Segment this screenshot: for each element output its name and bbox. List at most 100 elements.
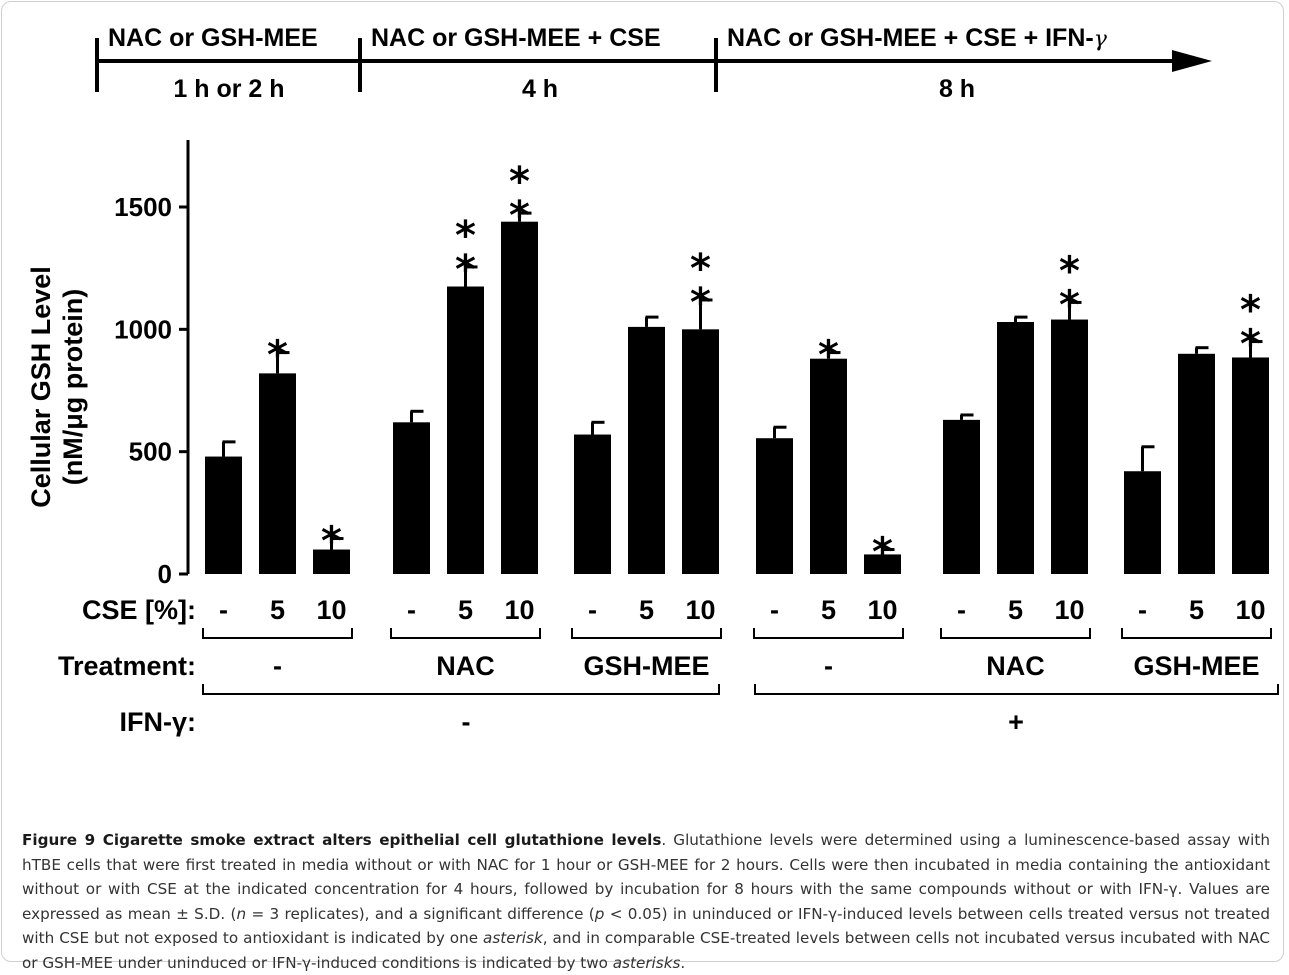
cse-label: 5 xyxy=(639,595,654,625)
bar xyxy=(574,434,611,574)
significance-asterisk: * xyxy=(1059,248,1080,294)
cse-group-bracket xyxy=(1121,628,1272,639)
bar xyxy=(682,329,719,574)
caption-text-1: . Glutathione levels were determined usi… xyxy=(22,831,1270,923)
cse-label: 10 xyxy=(504,595,534,625)
figure-caption: Figure 9 Cigarette smoke extract alters … xyxy=(22,828,1270,975)
ifn-label: + xyxy=(1008,707,1024,737)
treatment-label: GSH-MEE xyxy=(583,651,709,681)
cse-label: - xyxy=(588,595,597,625)
phase-1-label: NAC or GSH-MEE xyxy=(108,24,318,52)
significance-asterisk: * xyxy=(455,213,476,259)
bar xyxy=(447,286,484,574)
treatment-label: NAC xyxy=(436,651,495,681)
bar xyxy=(259,373,296,574)
phase-2-label: NAC or GSH-MEE + CSE xyxy=(371,24,661,52)
bar xyxy=(501,221,538,574)
treatment-label: NAC xyxy=(986,651,1045,681)
treatment-label: - xyxy=(273,651,282,681)
y-axis: 0 500 1000 1500 xyxy=(114,140,190,589)
y-axis-label: Cellular GSH Level (nM/μg protein) xyxy=(26,266,88,508)
cse-group-bracket xyxy=(390,628,541,639)
cse-label: 10 xyxy=(1235,595,1265,625)
phase-3-label-greek: γ xyxy=(1094,27,1108,52)
significance-asterisk: * xyxy=(509,193,530,239)
bar xyxy=(393,422,430,574)
ifn-group-bracket xyxy=(754,684,1279,695)
bar xyxy=(1051,319,1088,574)
significance-asterisk: * xyxy=(872,530,893,576)
cse-label: - xyxy=(957,595,966,625)
cse-group-bracket xyxy=(202,628,353,639)
significance-asterisk: * xyxy=(818,333,839,379)
phase-3-label-main: NAC or GSH-MEE + CSE + IFN- xyxy=(727,24,1094,52)
caption-text-5: . xyxy=(680,953,686,972)
y-tick-label: 0 xyxy=(158,559,172,589)
phase-1-duration: 1 h or 2 h xyxy=(173,75,284,103)
bar xyxy=(1178,353,1215,574)
bar xyxy=(997,321,1034,574)
significance-asterisk: * xyxy=(509,159,530,205)
cse-label: - xyxy=(407,595,416,625)
chart-svg: NAC or GSH-MEE NAC or GSH-MEE + CSE NAC … xyxy=(26,24,1279,737)
phase-3-duration: 8 h xyxy=(939,75,975,103)
caption-n: n xyxy=(236,904,247,923)
y-tick-label: 1000 xyxy=(114,314,172,344)
cse-label: - xyxy=(1138,595,1147,625)
treatment-label: GSH-MEE xyxy=(1133,651,1259,681)
cse-group-bracket xyxy=(753,628,904,639)
y-tick-label: 500 xyxy=(129,437,172,467)
cse-row-label: CSE [%]: xyxy=(82,595,196,625)
bar xyxy=(628,326,665,574)
cse-label: - xyxy=(219,595,228,625)
caption-title: Figure 9 Cigarette smoke extract alters … xyxy=(22,831,662,849)
cse-label: 5 xyxy=(1008,595,1023,625)
caption-text-2: = 3 replicates), and a significant diffe… xyxy=(246,904,595,923)
cse-group-bracket xyxy=(940,628,1091,639)
significance-asterisk: * xyxy=(690,280,711,326)
significance-asterisk: * xyxy=(1059,282,1080,328)
caption-text-3: < 0.05) in uninduced or IFN-γ-induced le… xyxy=(22,904,1270,948)
y-axis-label-line1: Cellular GSH Level xyxy=(26,266,56,508)
bar xyxy=(205,456,242,574)
bar xyxy=(313,549,350,574)
ifn-group-bracket xyxy=(202,684,720,695)
bar xyxy=(756,438,793,574)
phase-3-label: NAC or GSH-MEE + CSE + IFN-γ xyxy=(727,24,1108,52)
cse-label: 5 xyxy=(458,595,473,625)
caption-p: p xyxy=(594,904,605,923)
bar xyxy=(943,419,980,574)
ifn-label: - xyxy=(462,707,471,737)
cse-label: 5 xyxy=(270,595,285,625)
bar xyxy=(810,358,847,574)
ifn-row-label: IFN-γ: xyxy=(120,707,197,737)
phase-2-duration: 4 h xyxy=(522,75,558,103)
cse-label: 5 xyxy=(821,595,836,625)
cse-label: 10 xyxy=(316,595,346,625)
cse-label: 5 xyxy=(1189,595,1204,625)
caption-asterisk: asterisk xyxy=(483,929,543,947)
cse-label: 10 xyxy=(867,595,897,625)
bar xyxy=(1232,357,1269,574)
y-tick-label: 1500 xyxy=(114,192,172,222)
significance-asterisk: * xyxy=(267,333,288,379)
brackets-layer: - NAC GSH-MEE - NAC GSH-MEE - + xyxy=(202,628,1279,737)
cse-label: - xyxy=(770,595,779,625)
cse-group-bracket xyxy=(571,628,722,639)
significance-asterisk: * xyxy=(1240,322,1261,368)
bar xyxy=(864,554,901,574)
timeline-arrowhead xyxy=(1172,50,1212,72)
significance-asterisk: * xyxy=(321,519,342,565)
significance-asterisk: * xyxy=(1240,288,1261,334)
timeline: NAC or GSH-MEE NAC or GSH-MEE + CSE NAC … xyxy=(95,24,1212,103)
cse-label: 10 xyxy=(1054,595,1084,625)
bar xyxy=(1124,471,1161,574)
caption-asterisks: asterisks xyxy=(612,953,681,972)
treatment-row-label: Treatment: xyxy=(58,651,196,681)
y-axis-label-line2: (nM/μg protein) xyxy=(58,289,88,485)
treatment-label: - xyxy=(824,651,833,681)
cse-label: 10 xyxy=(685,595,715,625)
significance-asterisk: * xyxy=(690,246,711,292)
significance-asterisk: * xyxy=(455,247,476,293)
